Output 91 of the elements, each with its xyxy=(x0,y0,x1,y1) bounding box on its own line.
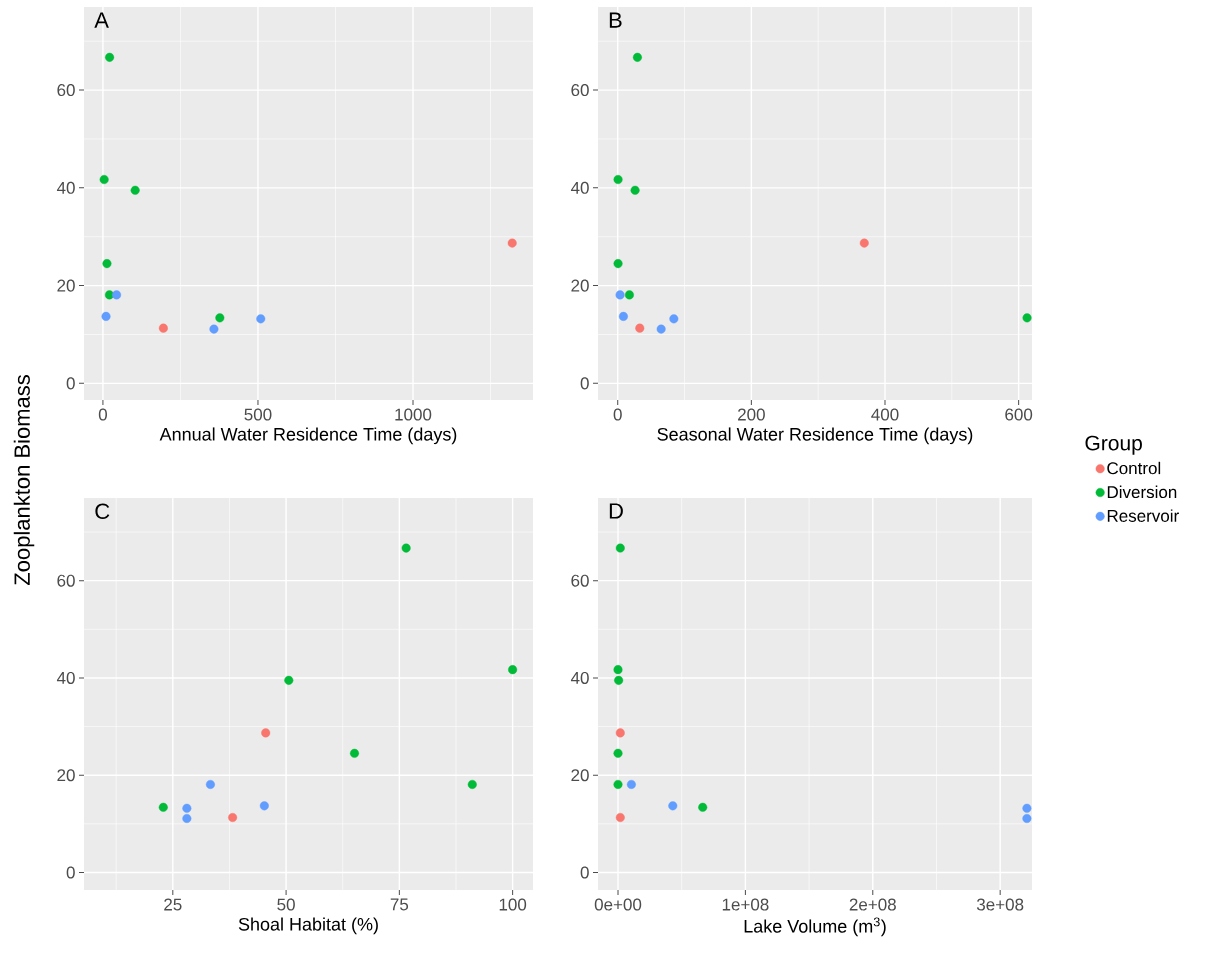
y-tick-label: 0 xyxy=(66,866,75,879)
y-tick-label: 0 xyxy=(580,866,589,879)
x-tick-label: 0e+00 xyxy=(594,898,642,911)
x-tick-label: 600 xyxy=(1005,408,1033,421)
point xyxy=(158,323,168,333)
x-tick-label: 2e+08 xyxy=(849,898,896,911)
y-tick-label: 0 xyxy=(580,377,589,390)
point xyxy=(182,813,192,823)
point xyxy=(209,324,219,334)
point xyxy=(401,543,411,553)
y-tick-label: 40 xyxy=(56,671,75,684)
y-tick-label: 0 xyxy=(66,377,75,390)
point xyxy=(698,802,708,812)
point xyxy=(668,801,678,811)
point xyxy=(626,779,636,789)
point xyxy=(613,175,623,185)
x-tick-label: 400 xyxy=(871,408,899,421)
point xyxy=(228,813,238,823)
chart-title: C xyxy=(95,503,110,520)
point xyxy=(261,728,271,738)
x-axis-title: Seasonal Water Residence Time (days) xyxy=(657,427,973,445)
y-tick-label: 20 xyxy=(57,279,75,292)
y-tick-label: 60 xyxy=(571,574,589,587)
y-tick-label: 40 xyxy=(56,181,75,194)
x-tick-label: 3e+08 xyxy=(976,898,1024,911)
point xyxy=(615,543,625,553)
point xyxy=(1022,813,1032,823)
x-axis-title: Annual Water Residence Time (days) xyxy=(159,427,457,445)
y-tick-label: 20 xyxy=(571,769,589,782)
point xyxy=(615,290,625,300)
point xyxy=(618,311,628,321)
point xyxy=(101,311,111,321)
point xyxy=(859,238,869,248)
point xyxy=(205,779,215,789)
point xyxy=(613,748,623,758)
point xyxy=(1022,313,1032,323)
x-tick-label: 1e+08 xyxy=(722,898,769,911)
point xyxy=(105,52,115,62)
y-tick-label: 60 xyxy=(57,84,75,97)
x-tick-label: 75 xyxy=(390,898,409,911)
x-tick-label: 0 xyxy=(613,408,622,421)
point xyxy=(613,779,623,789)
y-tick-label: 40 xyxy=(570,181,589,194)
x-tick-label: 50 xyxy=(277,898,295,911)
point xyxy=(614,675,624,685)
point xyxy=(615,813,625,823)
point xyxy=(350,748,359,758)
point xyxy=(215,313,225,323)
x-tick-label: 500 xyxy=(244,408,272,421)
point xyxy=(158,802,168,812)
point xyxy=(467,779,477,789)
point xyxy=(635,323,645,333)
y-tick-label: 60 xyxy=(571,84,589,97)
point xyxy=(630,185,640,195)
chart-title: D xyxy=(609,503,623,519)
point xyxy=(284,675,294,685)
x-tick-label: 25 xyxy=(164,898,182,911)
point xyxy=(632,52,642,62)
point xyxy=(102,259,112,269)
legend-label: Reservoir xyxy=(1107,509,1179,522)
point xyxy=(1022,803,1032,813)
point xyxy=(256,314,266,324)
y-tick-label: 60 xyxy=(57,574,75,587)
point xyxy=(613,259,623,269)
chart-title: A xyxy=(94,12,109,28)
point xyxy=(615,728,625,738)
legend-title: Group xyxy=(1085,435,1142,455)
point xyxy=(613,665,623,675)
y-axis-title: Zooplankton Biomass xyxy=(13,375,35,586)
y-tick-label: 20 xyxy=(57,769,75,782)
point xyxy=(656,324,666,334)
point xyxy=(669,314,679,324)
point xyxy=(130,185,140,195)
x-tick-label: 100 xyxy=(499,898,527,911)
point xyxy=(507,238,517,248)
point xyxy=(624,290,634,300)
chart-title: B xyxy=(609,12,622,28)
point xyxy=(182,803,192,813)
legend-label: Diversion xyxy=(1107,485,1177,499)
point xyxy=(99,175,109,185)
point xyxy=(508,665,518,675)
x-axis-title: Lake Volume (m$^{3}$) xyxy=(744,917,886,937)
point xyxy=(259,801,269,811)
y-tick-label: 40 xyxy=(570,671,589,684)
legend-label: Control xyxy=(1107,461,1161,475)
y-tick-label: 20 xyxy=(571,279,589,292)
x-tick-label: 0 xyxy=(98,408,107,421)
x-axis-title: Shoal Habitat (%) xyxy=(238,917,378,935)
point xyxy=(112,290,122,300)
x-tick-label: 1000 xyxy=(395,408,432,421)
x-tick-label: 200 xyxy=(738,408,765,421)
